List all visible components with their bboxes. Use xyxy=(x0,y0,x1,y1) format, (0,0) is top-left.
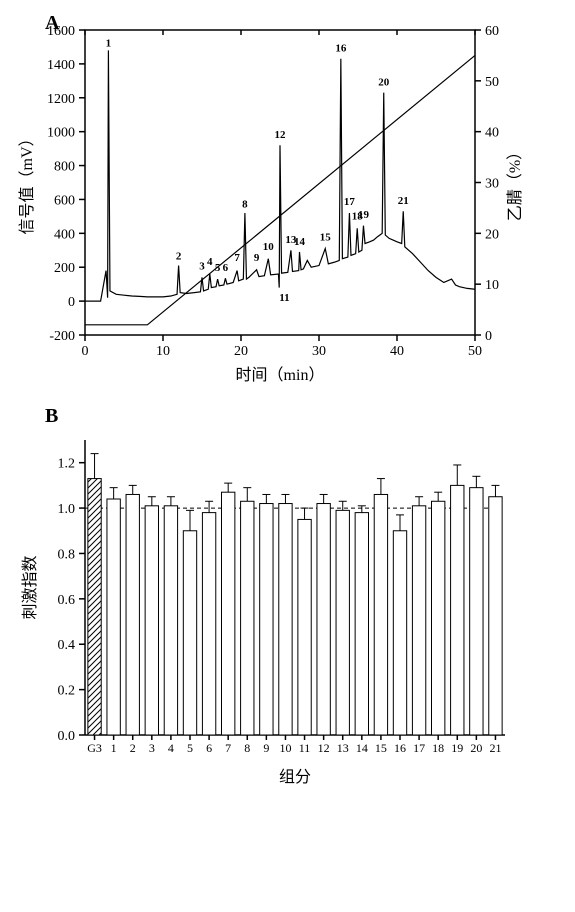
svg-text:乙腈（%）: 乙腈（%） xyxy=(506,144,524,221)
svg-text:50: 50 xyxy=(485,75,499,90)
svg-text:21: 21 xyxy=(398,195,409,207)
chromatogram-chart: 01020304050-2000200400600800100012001400… xyxy=(10,10,530,390)
svg-text:12: 12 xyxy=(275,129,287,141)
svg-text:14: 14 xyxy=(356,741,368,755)
svg-text:5: 5 xyxy=(187,741,193,755)
svg-text:20: 20 xyxy=(485,227,499,242)
svg-text:10: 10 xyxy=(156,344,170,359)
svg-text:13: 13 xyxy=(337,741,349,755)
svg-text:21: 21 xyxy=(489,741,501,755)
svg-text:0.0: 0.0 xyxy=(58,729,76,744)
panel-a: A 01020304050-20002004006008001000120014… xyxy=(10,10,575,390)
svg-text:800: 800 xyxy=(54,160,75,175)
svg-text:1: 1 xyxy=(111,741,117,755)
svg-text:4: 4 xyxy=(207,256,213,268)
svg-text:600: 600 xyxy=(54,193,75,208)
svg-text:20: 20 xyxy=(378,77,390,89)
svg-text:1000: 1000 xyxy=(47,126,75,141)
svg-text:0: 0 xyxy=(82,344,89,359)
svg-text:11: 11 xyxy=(299,741,311,755)
svg-text:20: 20 xyxy=(234,344,248,359)
svg-text:0.4: 0.4 xyxy=(58,638,76,653)
svg-text:1.2: 1.2 xyxy=(58,457,76,472)
svg-text:19: 19 xyxy=(451,741,463,755)
svg-text:17: 17 xyxy=(344,196,356,208)
svg-text:0: 0 xyxy=(68,295,75,310)
svg-text:16: 16 xyxy=(394,741,406,755)
svg-text:200: 200 xyxy=(54,261,75,276)
svg-text:10: 10 xyxy=(263,241,275,253)
svg-text:11: 11 xyxy=(279,292,289,304)
svg-text:1200: 1200 xyxy=(47,92,75,107)
svg-text:2: 2 xyxy=(176,250,182,262)
svg-text:0: 0 xyxy=(485,329,492,344)
svg-text:40: 40 xyxy=(390,344,404,359)
svg-text:4: 4 xyxy=(168,741,174,755)
svg-text:12: 12 xyxy=(318,741,330,755)
svg-text:17: 17 xyxy=(413,741,425,755)
svg-text:8: 8 xyxy=(242,199,248,211)
svg-text:1: 1 xyxy=(106,38,112,50)
svg-text:0.2: 0.2 xyxy=(58,684,76,699)
svg-text:8: 8 xyxy=(244,741,250,755)
svg-text:G3: G3 xyxy=(87,741,102,755)
bar-chart: 0.00.20.40.60.81.01.2G312345678910111213… xyxy=(10,410,530,790)
svg-text:5: 5 xyxy=(215,262,221,274)
svg-text:0.6: 0.6 xyxy=(58,593,76,608)
svg-text:1.0: 1.0 xyxy=(58,502,76,517)
svg-text:15: 15 xyxy=(375,741,387,755)
svg-text:400: 400 xyxy=(54,227,75,242)
svg-text:16: 16 xyxy=(335,43,347,55)
svg-text:7: 7 xyxy=(234,252,240,264)
panel-b-label: B xyxy=(45,405,58,428)
svg-text:9: 9 xyxy=(254,252,260,264)
svg-text:6: 6 xyxy=(206,741,212,755)
svg-text:18: 18 xyxy=(432,741,444,755)
svg-text:3: 3 xyxy=(149,741,155,755)
svg-text:1400: 1400 xyxy=(47,58,75,73)
svg-text:14: 14 xyxy=(294,236,306,248)
svg-text:时间（min）: 时间（min） xyxy=(236,366,325,384)
svg-text:30: 30 xyxy=(312,344,326,359)
svg-text:40: 40 xyxy=(485,126,499,141)
svg-text:6: 6 xyxy=(223,262,229,274)
svg-text:组分: 组分 xyxy=(279,768,311,786)
svg-text:10: 10 xyxy=(485,278,499,293)
svg-text:50: 50 xyxy=(468,344,482,359)
svg-text:20: 20 xyxy=(470,741,482,755)
svg-text:10: 10 xyxy=(279,741,291,755)
svg-text:信号值（mV）: 信号值（mV） xyxy=(18,130,36,234)
panel-a-label: A xyxy=(45,12,59,35)
svg-text:15: 15 xyxy=(320,232,332,244)
svg-text:30: 30 xyxy=(485,177,499,192)
svg-text:3: 3 xyxy=(199,260,205,272)
panel-b: B 0.00.20.40.60.81.01.2G3123456789101112… xyxy=(10,410,575,790)
svg-text:7: 7 xyxy=(225,741,231,755)
svg-text:9: 9 xyxy=(263,741,269,755)
svg-text:2: 2 xyxy=(130,741,136,755)
svg-text:-200: -200 xyxy=(49,329,75,344)
svg-text:0.8: 0.8 xyxy=(58,547,76,562)
svg-text:60: 60 xyxy=(485,24,499,39)
svg-text:19: 19 xyxy=(358,209,370,221)
svg-text:刺激指数: 刺激指数 xyxy=(21,555,39,619)
